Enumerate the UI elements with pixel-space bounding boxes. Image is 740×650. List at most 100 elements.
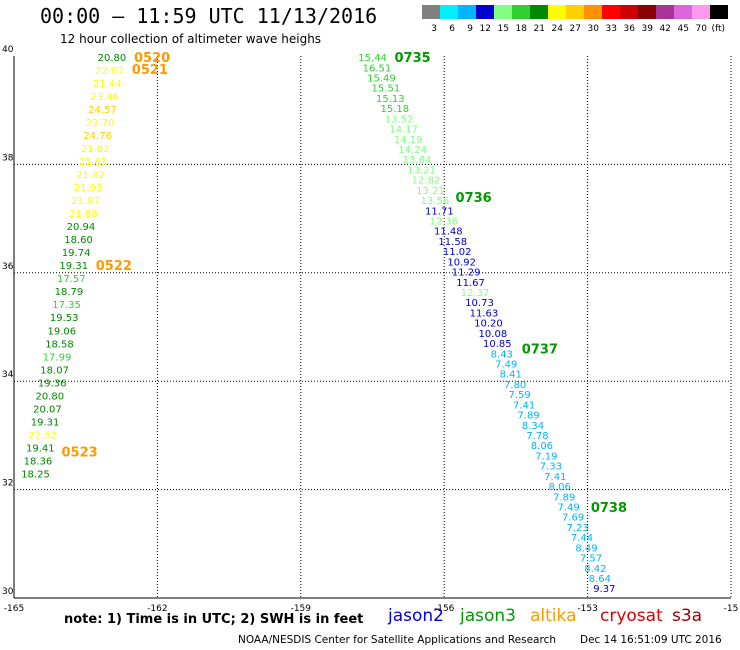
lat-tick-label: 38 — [2, 153, 14, 163]
swh-value-label: 21.87 — [71, 196, 100, 207]
legend-swatch — [602, 5, 620, 19]
legend-jason3: jason3 — [460, 606, 516, 626]
lon-tick-label: -162 — [147, 604, 167, 614]
legend-tick-label: 21 — [534, 24, 545, 33]
legend-tick-label: 45 — [678, 24, 689, 33]
swh-value-label: 11.63 — [470, 308, 499, 319]
swh-value-label: 15.18 — [380, 104, 409, 115]
legend-tick-label: 18 — [516, 24, 528, 33]
legend-tick-label: 15 — [498, 24, 509, 33]
swh-value-label: 7.57 — [580, 554, 602, 565]
swh-value-label: 7.44 — [571, 533, 593, 544]
swh-value-label: 8.06 — [549, 482, 571, 493]
pass-time-label: 0736 — [456, 191, 492, 206]
swh-value-label: 24.57 — [88, 105, 117, 116]
swh-value-label: 19.31 — [31, 417, 60, 428]
legend-swatch — [458, 5, 476, 19]
swh-value-label: 7.59 — [508, 390, 530, 401]
pass-time-label: 0735 — [395, 51, 431, 66]
swh-value-label: 10.20 — [474, 319, 503, 330]
swh-value-label: 8.49 — [575, 543, 597, 554]
footer-date: Dec 14 16:51:09 UTC 2016 — [580, 634, 722, 646]
legend-swatch — [476, 5, 494, 19]
swh-value-label: 7.41 — [544, 472, 566, 483]
swh-value-label: 11.67 — [456, 278, 485, 289]
swh-value-label: 18.79 — [55, 287, 84, 298]
swh-value-label: 18.58 — [45, 339, 74, 350]
swh-value-label: 21.44 — [93, 79, 122, 90]
legend-swatch — [530, 5, 548, 19]
swh-value-label: 10.08 — [479, 329, 508, 340]
swh-value-label: 12.37 — [461, 288, 490, 299]
legend-tick-label: 9 — [467, 24, 473, 33]
swh-value-label: 19.36 — [38, 378, 67, 389]
swh-value-label: 8.64 — [589, 574, 611, 585]
legend-swatch — [710, 5, 728, 19]
legend-swatch — [440, 5, 458, 19]
legend-tick-label: 33 — [606, 24, 617, 33]
swh-value-label: 8.42 — [584, 564, 606, 575]
footer-credit: NOAA/NESDIS Center for Satellite Applica… — [238, 634, 556, 646]
swh-value-label: 21.93 — [74, 183, 103, 194]
legend-tick-label: 12 — [480, 24, 491, 33]
swh-value-label: 20.94 — [67, 222, 96, 233]
swh-value-label: 8.06 — [531, 441, 553, 452]
swh-value-label: 13.56 — [421, 196, 450, 207]
swh-value-label: 18.25 — [21, 469, 50, 480]
swh-value-label: 23.46 — [90, 92, 119, 103]
swh-value-label: 7.23 — [566, 523, 588, 534]
swh-value-label: 7.89 — [517, 411, 539, 422]
lon-tick-label: -153 — [577, 604, 597, 614]
swh-value-label: 7.19 — [535, 451, 557, 462]
swh-value-label: 7.41 — [513, 400, 535, 411]
swh-value-label: 22.52 — [28, 430, 57, 441]
swh-value-label: 8.43 — [491, 349, 513, 360]
legend-swatch — [566, 5, 584, 19]
map-title: 00:00 – 11:59 UTC 11/13/2016 — [40, 4, 378, 28]
swh-value-label: 10.92 — [447, 257, 476, 268]
swh-value-label: 15.49 — [367, 74, 396, 85]
legend-tick-label: 3 — [431, 24, 437, 33]
pass-time-label: 0737 — [522, 343, 558, 358]
legend-s3a: s3a — [672, 606, 703, 626]
legend-swatch — [422, 5, 440, 19]
legend-swatch — [494, 5, 512, 19]
swh-value-label: 18.07 — [40, 365, 69, 376]
legend-swatch — [656, 5, 674, 19]
legend-tick-label: 70 — [696, 24, 708, 33]
swh-value-label: 20.80 — [36, 391, 65, 402]
swh-value-label: 7.80 — [504, 380, 526, 391]
lat-tick-label: 36 — [2, 262, 14, 272]
swh-value-label: 9.37 — [593, 584, 615, 595]
swh-value-label: 7.89 — [553, 492, 575, 503]
lat-tick-label: 40 — [2, 45, 14, 55]
legend-swatch — [584, 5, 602, 19]
lat-tick-label: 32 — [2, 479, 13, 489]
legend-tick-label: 36 — [624, 24, 636, 33]
swh-value-label: 16.51 — [363, 63, 392, 74]
swh-value-label: 21.63 — [79, 157, 108, 168]
swh-value-label: 20.80 — [98, 53, 127, 64]
legend-unit-label: (ft) — [711, 24, 725, 33]
swh-value-label: 22.87 — [95, 66, 124, 77]
legend-tick-label: 39 — [642, 24, 654, 33]
swh-value-label: 19.53 — [50, 313, 79, 324]
swh-value-label: 11.29 — [452, 268, 481, 279]
swh-value-label: 17.99 — [43, 352, 72, 363]
swh-value-label: 8.41 — [500, 370, 522, 381]
lon-tick-label: -15 — [724, 604, 739, 614]
legend-swatch — [674, 5, 692, 19]
swh-value-label: 7.69 — [562, 513, 584, 524]
swh-value-label: 12.82 — [412, 176, 441, 187]
legend-cryosat: cryosat — [600, 606, 663, 626]
swh-value-label: 10.85 — [483, 339, 512, 350]
lat-tick-label: 34 — [2, 370, 14, 380]
legend-swatch — [638, 5, 656, 19]
legend-jason2: jason2 — [388, 606, 444, 626]
pass-time-label: 0521 — [132, 63, 168, 78]
swh-value-label: 18.60 — [64, 235, 93, 246]
swh-value-label: 13.21 — [407, 165, 436, 176]
legend-tick-label: 6 — [449, 24, 455, 33]
swh-value-label: 23.70 — [86, 118, 115, 129]
legend-tick-label: 30 — [588, 24, 600, 33]
